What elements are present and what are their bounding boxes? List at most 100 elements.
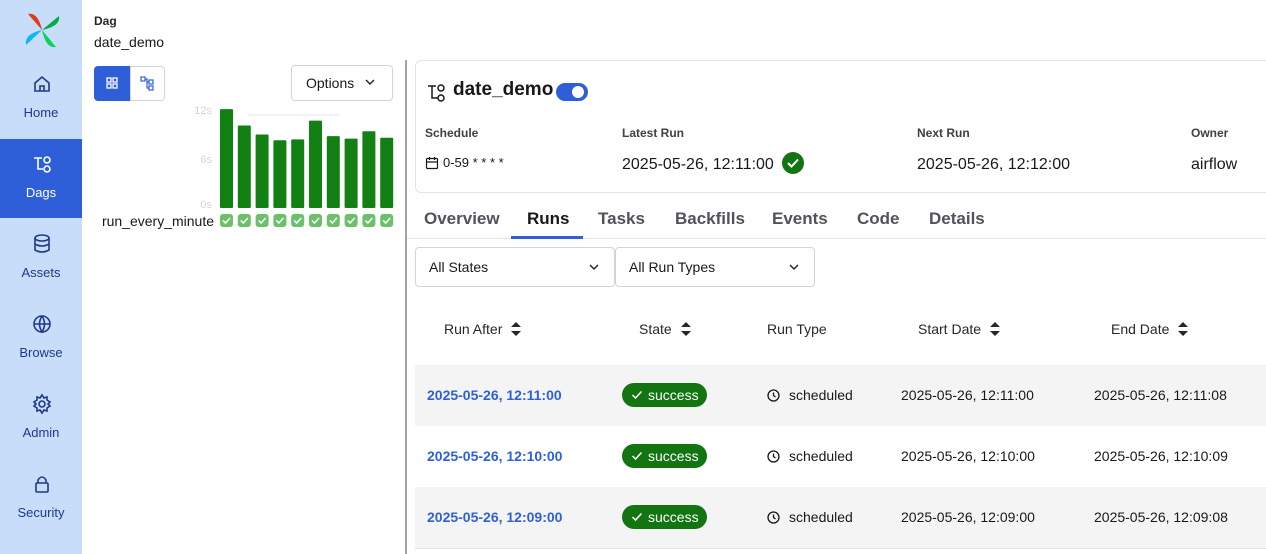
nav-item[interactable]: Browse	[0, 299, 82, 378]
run-type: scheduled	[789, 509, 853, 525]
task-status-check	[222, 217, 231, 225]
header-title: date_demo	[94, 34, 165, 50]
filter-select[interactable]: All Run Types	[615, 247, 815, 287]
state-label: success	[648, 448, 699, 464]
field-label: Owner	[1191, 126, 1229, 140]
icon	[767, 511, 780, 529]
state-badge: success	[622, 444, 707, 468]
start-date: 2025-05-26, 12:10:00	[901, 448, 1035, 464]
start-date: 2025-05-26, 12:11:00	[901, 387, 1034, 403]
task-status-check	[311, 217, 320, 225]
task-status-check	[293, 217, 302, 225]
y-tick-label: 12s	[194, 105, 212, 117]
task-status-check	[240, 217, 249, 225]
run-type: scheduled	[789, 448, 853, 464]
nav-label: Security	[17, 505, 65, 520]
state-badge: success	[622, 505, 707, 529]
end-date: 2025-05-26, 12:10:09	[1094, 448, 1228, 464]
nav-item[interactable]: Admin	[0, 379, 82, 458]
filter-label: All States	[429, 259, 489, 275]
run-link[interactable]: 2025-05-26, 12:10:00	[427, 448, 563, 464]
task-status-check	[364, 217, 373, 225]
bar	[291, 139, 305, 208]
nav-label: Admin	[22, 425, 60, 440]
icon	[425, 156, 439, 175]
logo[interactable]	[24, 12, 61, 49]
bar	[380, 137, 394, 208]
task-status	[362, 214, 376, 227]
task-status	[344, 214, 358, 227]
column-header[interactable]: State	[639, 321, 672, 337]
table-row: 2025-05-26, 12:09:00 success scheduled 2025…	[415, 487, 1266, 549]
task-status	[255, 214, 269, 227]
header-label: Dag	[94, 14, 117, 28]
icon	[767, 450, 780, 468]
tab[interactable]: Backfills	[675, 209, 745, 228]
task-status-check	[258, 217, 267, 225]
grid-view-button[interactable]	[94, 66, 130, 101]
column-header[interactable]: Run Type	[767, 321, 827, 337]
nav-item[interactable]: Security	[0, 459, 82, 538]
graph-view-button[interactable]	[130, 66, 165, 101]
tabs-border	[407, 238, 1266, 239]
y-tick-label: 0s	[200, 199, 212, 211]
bar	[362, 131, 376, 208]
task-status	[237, 214, 251, 227]
start-date: 2025-05-26, 12:09:00	[901, 509, 1035, 525]
nav-item[interactable]: Home	[0, 59, 82, 138]
icon	[1177, 321, 1189, 342]
tab[interactable]: Runs	[527, 209, 570, 228]
icon	[680, 321, 692, 342]
task-status-check	[382, 217, 391, 225]
run-link[interactable]: 2025-05-26, 12:11:00	[427, 387, 562, 403]
options-button[interactable]: Options	[291, 65, 393, 101]
field-value: 0-59 * * * *	[443, 155, 504, 170]
field-value: 2025-05-26, 12:12:00	[917, 156, 1071, 173]
icon	[989, 321, 1001, 342]
task-status-check	[275, 217, 284, 225]
nav-label: Dags	[25, 185, 57, 200]
tab[interactable]: Overview	[424, 209, 500, 228]
task-status	[291, 214, 305, 227]
bar	[255, 134, 269, 208]
sidebar: Home Dags Assets Browse Admin Security	[0, 0, 82, 554]
tab-underline	[511, 236, 583, 239]
options-label: Options	[306, 75, 355, 91]
end-date: 2025-05-26, 12:11:08	[1094, 387, 1227, 403]
tab[interactable]: Events	[772, 209, 828, 228]
task-status	[220, 214, 233, 227]
column-header[interactable]: Start Date	[918, 321, 982, 337]
filter-select[interactable]: All States	[415, 247, 615, 287]
nav-item[interactable]: Assets	[0, 219, 82, 298]
filter-label: All Run Types	[629, 259, 716, 275]
task-status	[273, 214, 287, 227]
end-date: 2025-05-26, 12:09:08	[1094, 509, 1228, 525]
column-header[interactable]: Run After	[444, 321, 503, 337]
y-tick-label: 6s	[200, 154, 212, 166]
nav-label: Browse	[19, 345, 63, 360]
tab[interactable]: Tasks	[598, 209, 645, 228]
bar	[309, 120, 322, 208]
state-label: success	[648, 509, 699, 525]
bar	[273, 140, 287, 208]
nav-item[interactable]: Dags	[0, 139, 82, 218]
tab[interactable]: Details	[929, 209, 985, 228]
field-label: Next Run	[917, 126, 970, 140]
field-value: 2025-05-26, 12:11:00	[622, 156, 774, 173]
column-header[interactable]: End Date	[1111, 321, 1170, 337]
icon	[510, 321, 522, 342]
dag-card: date_demo Schedule 0-59 * * * * Latest Run…	[415, 60, 1266, 193]
task-status	[380, 214, 394, 227]
icon	[767, 389, 780, 407]
bar	[220, 109, 233, 208]
run-link[interactable]: 2025-05-26, 12:09:00	[427, 509, 563, 525]
task-name: run_every_minute	[102, 213, 214, 229]
state-label: success	[648, 387, 699, 403]
tab[interactable]: Code	[857, 209, 900, 228]
task-status-check	[347, 217, 356, 225]
field-value: airflow	[1191, 156, 1238, 173]
bar	[326, 136, 340, 208]
table-row: 2025-05-26, 12:10:00 success scheduled 2025…	[415, 426, 1266, 488]
bar	[237, 125, 251, 208]
pause-toggle[interactable]	[556, 83, 588, 101]
